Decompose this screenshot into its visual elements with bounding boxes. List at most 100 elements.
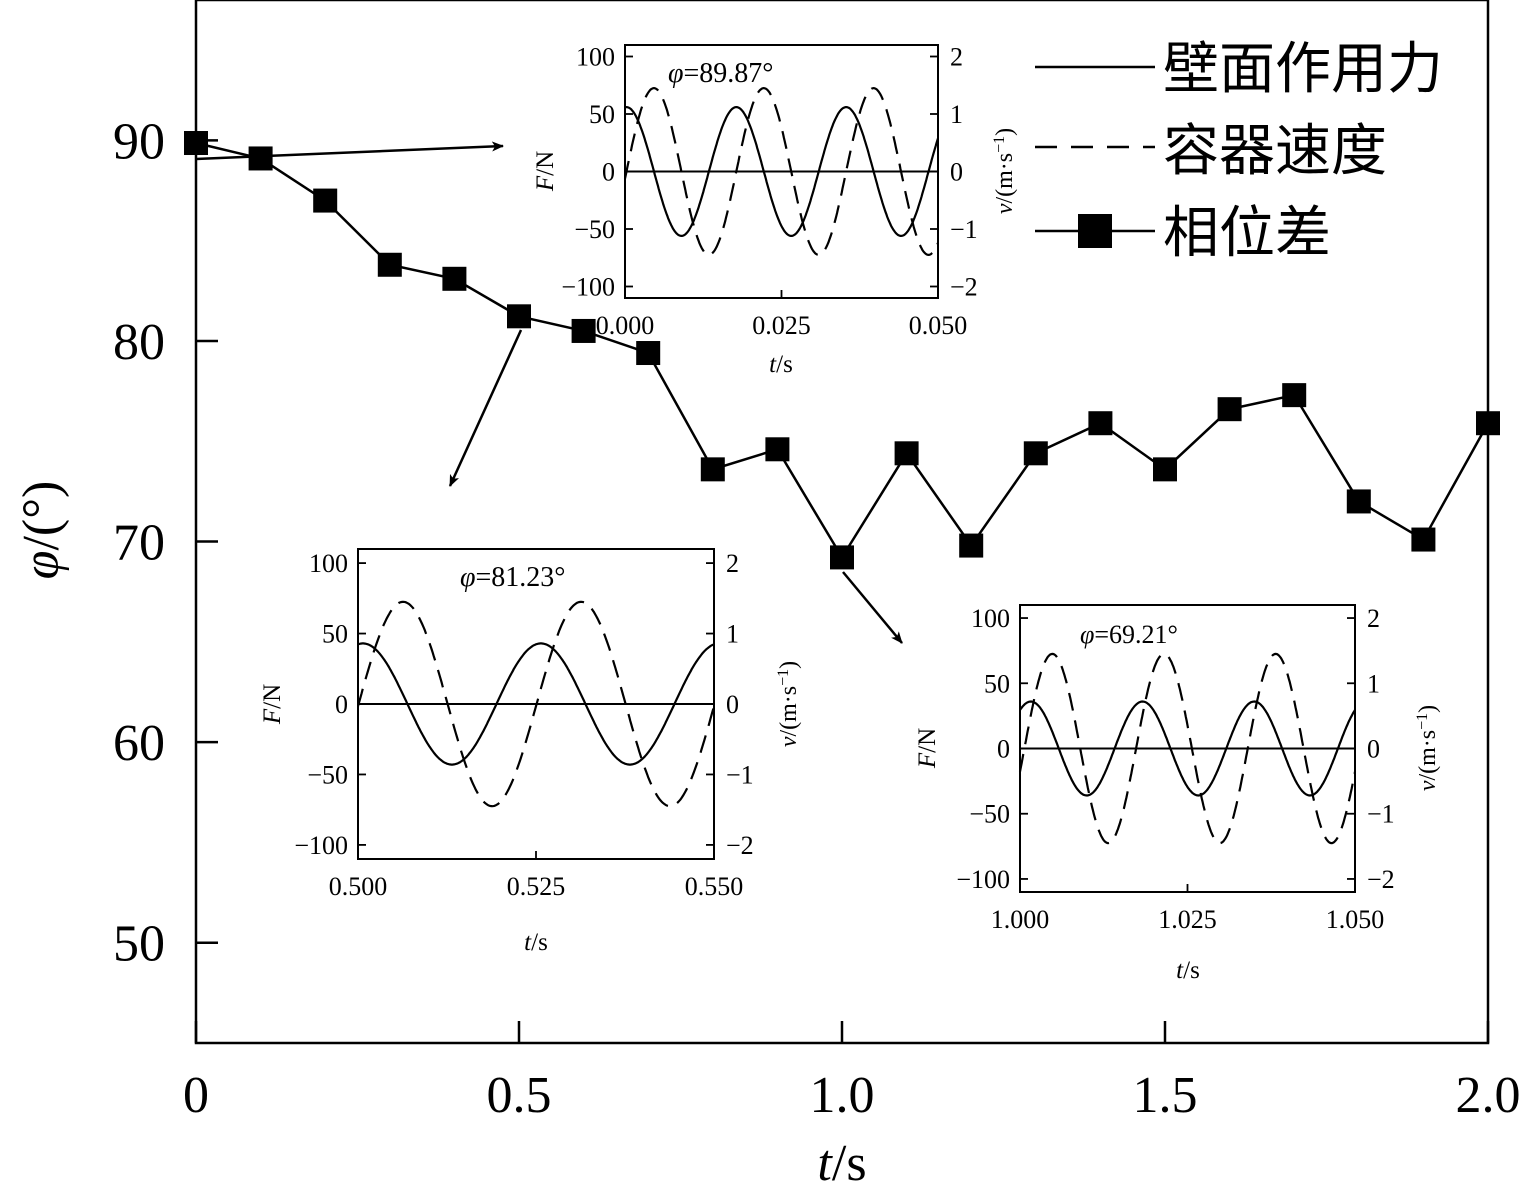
inset-x-tick-label: 1.025 (1158, 905, 1217, 934)
legend-square-marker (1078, 214, 1112, 248)
inset-velocity-curve (356, 600, 716, 808)
inset-left-tick-label: 100 (576, 43, 615, 72)
inset-right-tick-label: −2 (726, 831, 754, 860)
main-y-axis-label-unit: /(°) (13, 481, 70, 551)
inset-chart-2: 100 50 0 −50 −100 2 1 0 −1 −2 0.500 0.525 0.550 φ=81… (259, 548, 802, 956)
main-y-tick-label: 80 (113, 314, 165, 371)
inset-2-x-label: t/s (524, 929, 548, 956)
inset-right-tick-label: −1 (726, 760, 754, 789)
inset-left-tick-label: −50 (307, 760, 348, 789)
inset-2-curves (356, 600, 716, 808)
inset-right-tick-label: −1 (950, 215, 978, 244)
inset-left-tick-label: −100 (294, 831, 348, 860)
inset-right-tick-label: 2 (726, 549, 739, 578)
main-y-tick-label: 90 (113, 113, 165, 170)
inset-2-phase-symbol: φ (460, 562, 476, 593)
inset-right-tick-label: −2 (950, 273, 978, 302)
inset-right-tick-label: 0 (950, 158, 963, 187)
inset-1-x-label: t/s (769, 351, 793, 378)
inset-left-tick-label: −50 (969, 800, 1010, 829)
main-x-axis-label-var: t (817, 1135, 833, 1192)
inset-chart-3: 100 50 0 −50 −100 2 1 0 −1 −2 1.000 1.025 1.050 φ=69… (914, 604, 1441, 984)
inset-left-tick-label: 0 (335, 690, 348, 719)
data-point-marker (894, 441, 919, 466)
inset-right-tick-label: 1 (726, 620, 739, 649)
inset-3-phase-symbol: φ (1080, 620, 1094, 649)
data-point-marker (248, 146, 273, 171)
inset-1-y-left-label: F/N (532, 151, 559, 192)
main-x-tick-label: 0.5 (487, 1067, 552, 1124)
arrow-to-inset-2 (448, 329, 523, 487)
data-point-marker (313, 188, 338, 213)
inset-right-tick-label: 2 (1367, 604, 1380, 633)
data-point-marker (830, 545, 854, 570)
data-point-marker (1411, 527, 1436, 552)
data-point-marker (1023, 441, 1048, 466)
inset-1-y-right-label: v/(m·s−1) (991, 128, 1019, 214)
main-x-axis-label-unit: /s (832, 1135, 867, 1192)
inset-right-tick-label: 1 (1367, 669, 1380, 698)
inset-2-phase-annotation: φ=81.23° (460, 562, 566, 593)
inset-right-tick-label: −1 (1367, 800, 1395, 829)
inset-force-curve (357, 642, 715, 766)
data-point-marker (1346, 489, 1371, 514)
inset-3-y-left-label: F/N (914, 728, 941, 769)
inset-left-tick-label: 0 (997, 735, 1010, 764)
inset-2-y-left-label: F/N (259, 684, 286, 725)
legend-label-container-velocity: 容器速度 (1163, 121, 1387, 183)
data-point-marker (959, 533, 984, 558)
arrow-to-inset-1 (195, 141, 504, 161)
data-point-marker (1476, 411, 1500, 436)
inset-left-tick-label: 0 (602, 158, 615, 187)
inset-x-tick-label: 1.000 (991, 905, 1050, 934)
inset-2-ticks: 100 50 0 −50 −100 2 1 0 −1 −2 0.500 0.525 0.550 (294, 549, 753, 901)
inset-1-phase-value: =89.87° (684, 58, 774, 89)
inset-left-tick-label: 50 (984, 669, 1010, 698)
inset-x-tick-label: 0.000 (596, 311, 655, 340)
main-x-tick-label: 0 (183, 1067, 209, 1124)
inset-x-tick-label: 0.025 (752, 311, 811, 340)
data-point-marker (377, 252, 402, 277)
data-point-marker (571, 318, 596, 343)
legend: 壁面作用力 容器速度 相位差 (1035, 39, 1443, 265)
data-point-marker (442, 266, 467, 291)
main-y-tick-label: 50 (113, 916, 165, 973)
main-axis-ticks: 0 0.5 1.0 1.5 2.0 50 60 70 80 90 (113, 113, 1521, 1124)
inset-right-tick-label: 0 (726, 690, 739, 719)
inset-1-phase-annotation: φ=89.87° (668, 58, 774, 89)
inset-right-tick-label: −2 (1367, 865, 1395, 894)
main-y-tick-label: 70 (113, 515, 165, 572)
inset-3-x-label: t/s (1176, 957, 1200, 984)
inset-left-tick-label: 50 (322, 620, 348, 649)
data-point-marker (765, 437, 790, 462)
legend-label-phase-difference: 相位差 (1163, 203, 1331, 265)
inset-left-tick-label: 50 (589, 100, 615, 129)
main-x-tick-label: 1.5 (1133, 1067, 1198, 1124)
main-y-tick-label: 60 (113, 715, 165, 772)
inset-left-tick-label: 100 (971, 604, 1010, 633)
inset-2-phase-value: =81.23° (476, 562, 566, 593)
main-x-axis-label: t/s (817, 1135, 866, 1192)
inset-velocity-curve (1018, 652, 1357, 845)
inset-x-tick-label: 0.500 (329, 872, 388, 901)
inset-chart-1: 100 50 0 −50 −100 2 1 0 −1 −2 0.000 0.025 0.050 φ=89… (532, 43, 1018, 379)
inset-x-tick-label: 0.550 (685, 872, 744, 901)
data-point-marker (1088, 411, 1113, 436)
data-point-marker (1282, 383, 1307, 408)
inset-left-tick-label: −100 (956, 865, 1010, 894)
data-point-marker (1217, 397, 1242, 422)
inset-x-tick-label: 0.525 (507, 872, 566, 901)
inset-1-curves (623, 86, 940, 257)
inset-3-curves (1018, 652, 1357, 845)
inset-x-tick-label: 0.050 (909, 311, 968, 340)
inset-3-ticks: 100 50 0 −50 −100 2 1 0 −1 −2 1.000 1.025 1.050 (956, 604, 1394, 934)
inset-right-tick-label: 1 (950, 100, 963, 129)
main-y-axis-label: φ/(°) (13, 481, 70, 580)
arrow-to-inset-3 (842, 571, 903, 644)
inset-force-curve (624, 105, 940, 237)
data-point-marker (507, 304, 531, 329)
legend-label-wall-force: 壁面作用力 (1163, 39, 1443, 101)
data-point-marker (636, 341, 661, 366)
main-x-tick-label: 1.0 (810, 1067, 875, 1124)
